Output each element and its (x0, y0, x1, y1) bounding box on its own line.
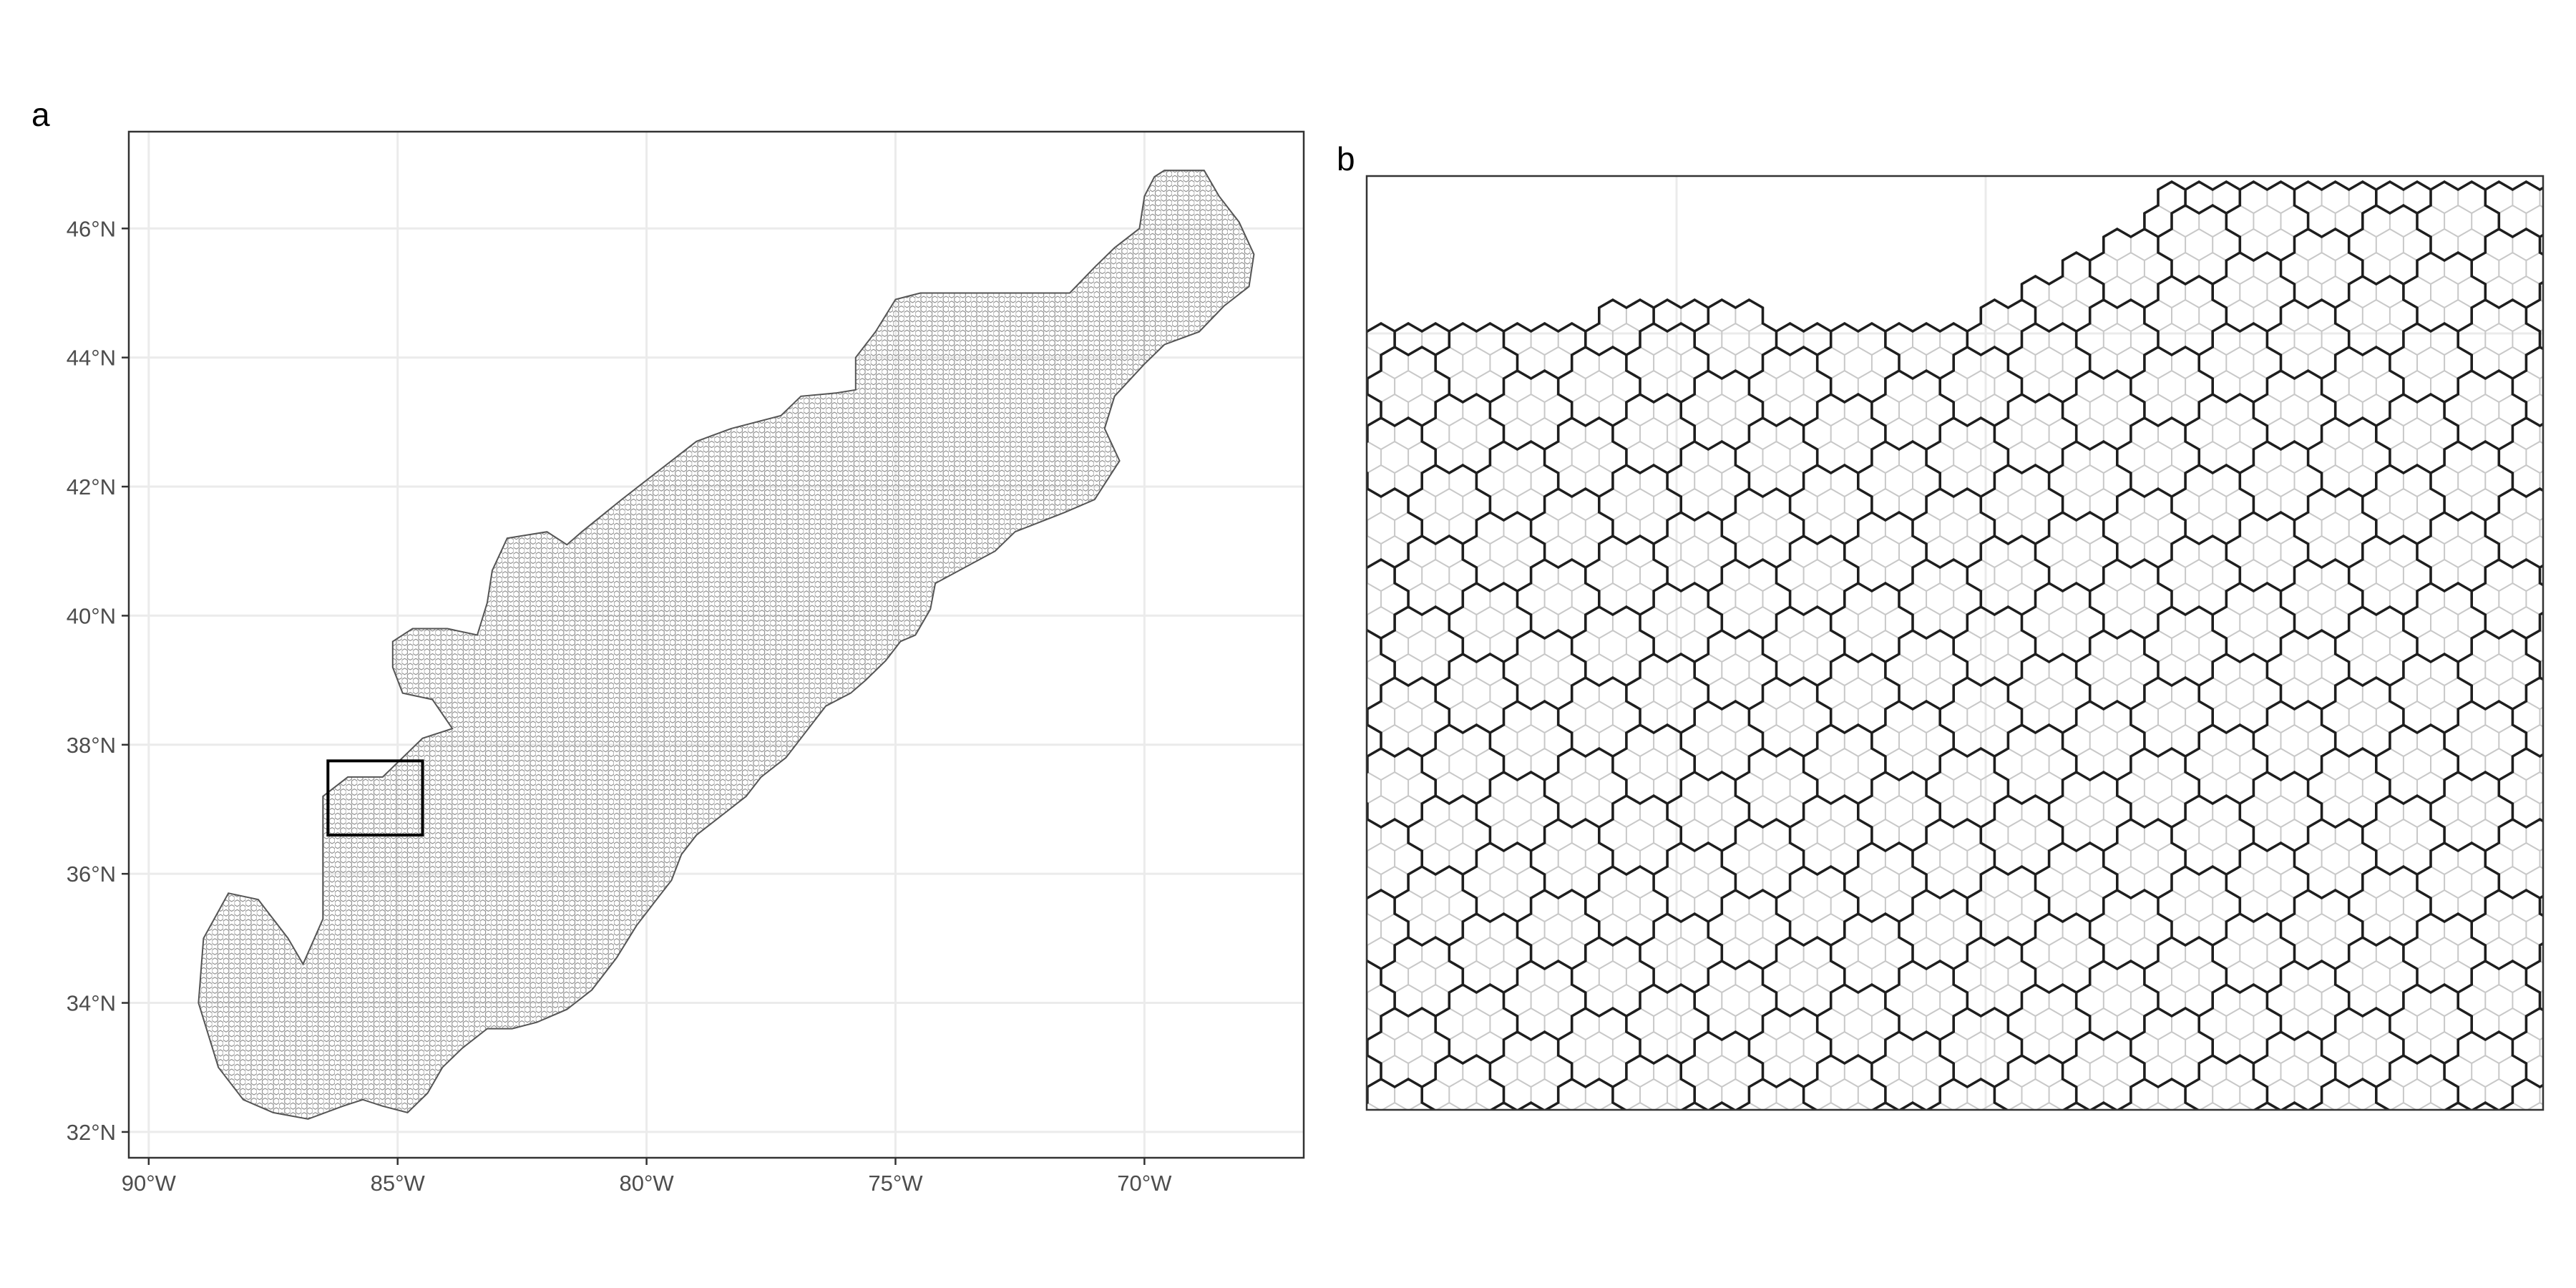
y-tick-label: 46°N (67, 216, 116, 241)
inset-extent-box (326, 759, 424, 837)
x-tick-label: 75°W (868, 1171, 923, 1196)
panel-b-label: b (1337, 140, 1355, 177)
panel-b-gridlines (1367, 176, 2543, 1110)
x-tick-label: 70°W (1117, 1171, 1172, 1196)
panel-a-map: 90°W 85°W 80°W 75°W 70°W 32°N 34°N 36°N 38°N 40°N… (67, 130, 1305, 1196)
y-tick-label: 42°N (67, 474, 116, 499)
y-tick-label: 32°N (67, 1120, 116, 1145)
panel-a-label: a (31, 96, 50, 133)
panel-b-hexagon-tiling (1367, 180, 2543, 1110)
coarse-hex-boundaries-path (1367, 180, 2543, 1110)
panel-b-detail-map (1365, 175, 2545, 1111)
y-tick-label: 40°N (67, 603, 116, 628)
region-outline (197, 170, 1255, 1120)
panel-a-axes: 90°W 85°W 80°W 75°W 70°W 32°N 34°N 36°N 38°N 40°N… (67, 216, 1172, 1196)
x-tick-label: 80°W (620, 1171, 675, 1196)
panel-b-frame (1365, 175, 2545, 1111)
y-tick-label: 34°N (67, 991, 116, 1016)
x-tick-label: 90°W (122, 1171, 177, 1196)
x-tick-label: 85°W (371, 1171, 426, 1196)
y-tick-label: 44°N (67, 346, 116, 371)
y-tick-label: 38°N (67, 733, 116, 758)
panel-a-frame (127, 130, 1305, 1159)
coarse-hex-cells (1367, 180, 2543, 1110)
y-tick-label: 36°N (67, 862, 116, 887)
